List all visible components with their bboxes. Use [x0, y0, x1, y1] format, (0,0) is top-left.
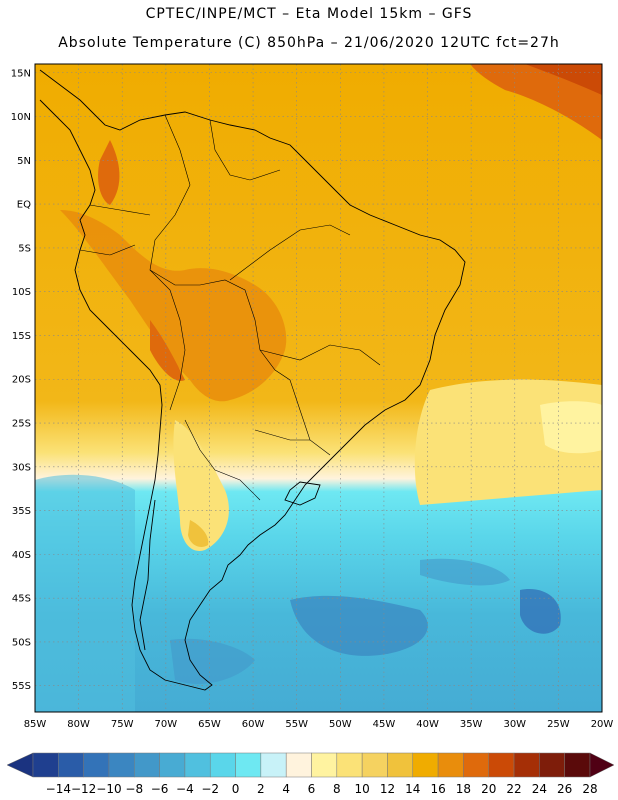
- colorbar-label: 4: [282, 782, 290, 796]
- coastline-outline: [39, 69, 466, 691]
- colorbar-swatch: [488, 752, 515, 778]
- lon-tick-label: 40W: [416, 719, 439, 730]
- lat-tick-label: 20S: [12, 375, 31, 386]
- lat-tick-label: 5S: [18, 243, 31, 254]
- colorbar-high-arrow: [589, 752, 615, 778]
- temperature-field: [35, 64, 602, 712]
- colorbar-label: −12: [71, 782, 96, 796]
- lat-tick-label: 50S: [12, 637, 31, 648]
- latitude-axis: 15N 10N 5N EQ 5S 10S 15S 20S 25S 30S 35S 40S 45S 50S 5…: [11, 68, 31, 692]
- colorbar-swatch: [539, 752, 565, 778]
- lon-tick-label: 50W: [329, 719, 352, 730]
- colorbar-swatch: [437, 752, 464, 778]
- lon-tick-label: 60W: [242, 719, 265, 730]
- colorbar-label: 20: [481, 782, 496, 796]
- colorbar-swatch: [285, 752, 312, 778]
- colorbar-label: 28: [582, 782, 597, 796]
- colorbar-label: 12: [380, 782, 395, 796]
- colorbar-swatch: [32, 752, 59, 778]
- colorbar-label: 8: [333, 782, 341, 796]
- colorbar-label: 2: [257, 782, 265, 796]
- lat-tick-label: EQ: [17, 200, 31, 211]
- colorbar-label: 14: [405, 782, 420, 796]
- map-title-line2: Absolute Temperature (C) 850hPa – 21/06/…: [58, 35, 560, 51]
- lon-tick-label: 70W: [155, 719, 178, 730]
- country-borders: [79, 114, 381, 501]
- colorbar-swatch: [463, 752, 489, 778]
- lat-tick-label: 35S: [12, 506, 31, 517]
- colorbar-label: −8: [125, 782, 143, 796]
- colorbar-label: −2: [201, 782, 219, 796]
- lat-tick-label: 40S: [12, 550, 31, 561]
- map-title-line1: CPTEC/INPE/MCT – Eta Model 15km – GFS: [145, 6, 473, 22]
- lat-tick-label: 45S: [12, 594, 31, 605]
- colorbar-swatch: [260, 752, 287, 778]
- colorbar-label: 16: [430, 782, 445, 796]
- lat-tick-label: 25S: [12, 419, 31, 430]
- colorbar-swatch: [412, 752, 439, 778]
- colorbar-label: 18: [456, 782, 471, 796]
- colorbar-label: 0: [232, 782, 240, 796]
- lat-tick-label: 15S: [12, 331, 31, 342]
- colorbar-swatch: [235, 752, 262, 778]
- colorbar-swatch: [134, 752, 160, 778]
- colorbar-label: −6: [151, 782, 169, 796]
- lat-tick-label: 30S: [12, 462, 31, 473]
- lon-tick-label: 65W: [198, 719, 221, 730]
- colorbar-swatch: [336, 752, 363, 778]
- map-frame: [34, 63, 603, 713]
- colorbar-swatch: [387, 752, 414, 778]
- lon-tick-label: 75W: [111, 719, 134, 730]
- colorbar-swatch: [108, 752, 135, 778]
- colorbar-swatch: [159, 752, 186, 778]
- colorbar-label: 6: [308, 782, 316, 796]
- colorbar-swatch: [184, 752, 211, 778]
- lat-tick-label: 15N: [11, 68, 31, 79]
- colorbar-label: −14: [46, 782, 71, 796]
- colorbar-swatch: [564, 752, 591, 778]
- lon-tick-label: 20W: [591, 719, 614, 730]
- lat-tick-label: 55S: [12, 681, 31, 692]
- lon-tick-label: 55W: [285, 719, 308, 730]
- lon-tick-label: 80W: [67, 719, 90, 730]
- longitude-axis: 85W 80W 75W 70W 65W 60W 55W 50W 45W 40W 35W 30W 25W 2…: [24, 719, 614, 730]
- colorbar: −14 −12 −10 −8 −6 −4 −2 0 2 4 6 8 10 12 14 16 18 20 22 24 26…: [6, 752, 615, 796]
- colorbar-label: −10: [96, 782, 121, 796]
- colorbar-swatch: [209, 752, 236, 778]
- lon-tick-label: 45W: [373, 719, 396, 730]
- colorbar-label: 26: [557, 782, 572, 796]
- colorbar-label: 10: [354, 782, 369, 796]
- colorbar-label: 24: [532, 782, 547, 796]
- colorbar-swatch: [311, 752, 338, 778]
- lon-tick-label: 35W: [460, 719, 483, 730]
- colorbar-swatch: [83, 752, 110, 778]
- colorbar-swatch: [58, 752, 84, 778]
- colorbar-label: 22: [506, 782, 521, 796]
- colorbar-swatch: [513, 752, 540, 778]
- colorbar-label: −4: [176, 782, 194, 796]
- lat-tick-label: 10N: [11, 112, 31, 123]
- lat-lon-grid: [35, 64, 602, 712]
- lat-tick-label: 10S: [12, 287, 31, 298]
- colorbar-swatch: [361, 752, 388, 778]
- lon-tick-label: 25W: [547, 719, 570, 730]
- lat-tick-label: 5N: [17, 156, 31, 167]
- lon-tick-label: 30W: [503, 719, 526, 730]
- lon-tick-label: 85W: [24, 719, 47, 730]
- colorbar-low-arrow: [6, 752, 34, 778]
